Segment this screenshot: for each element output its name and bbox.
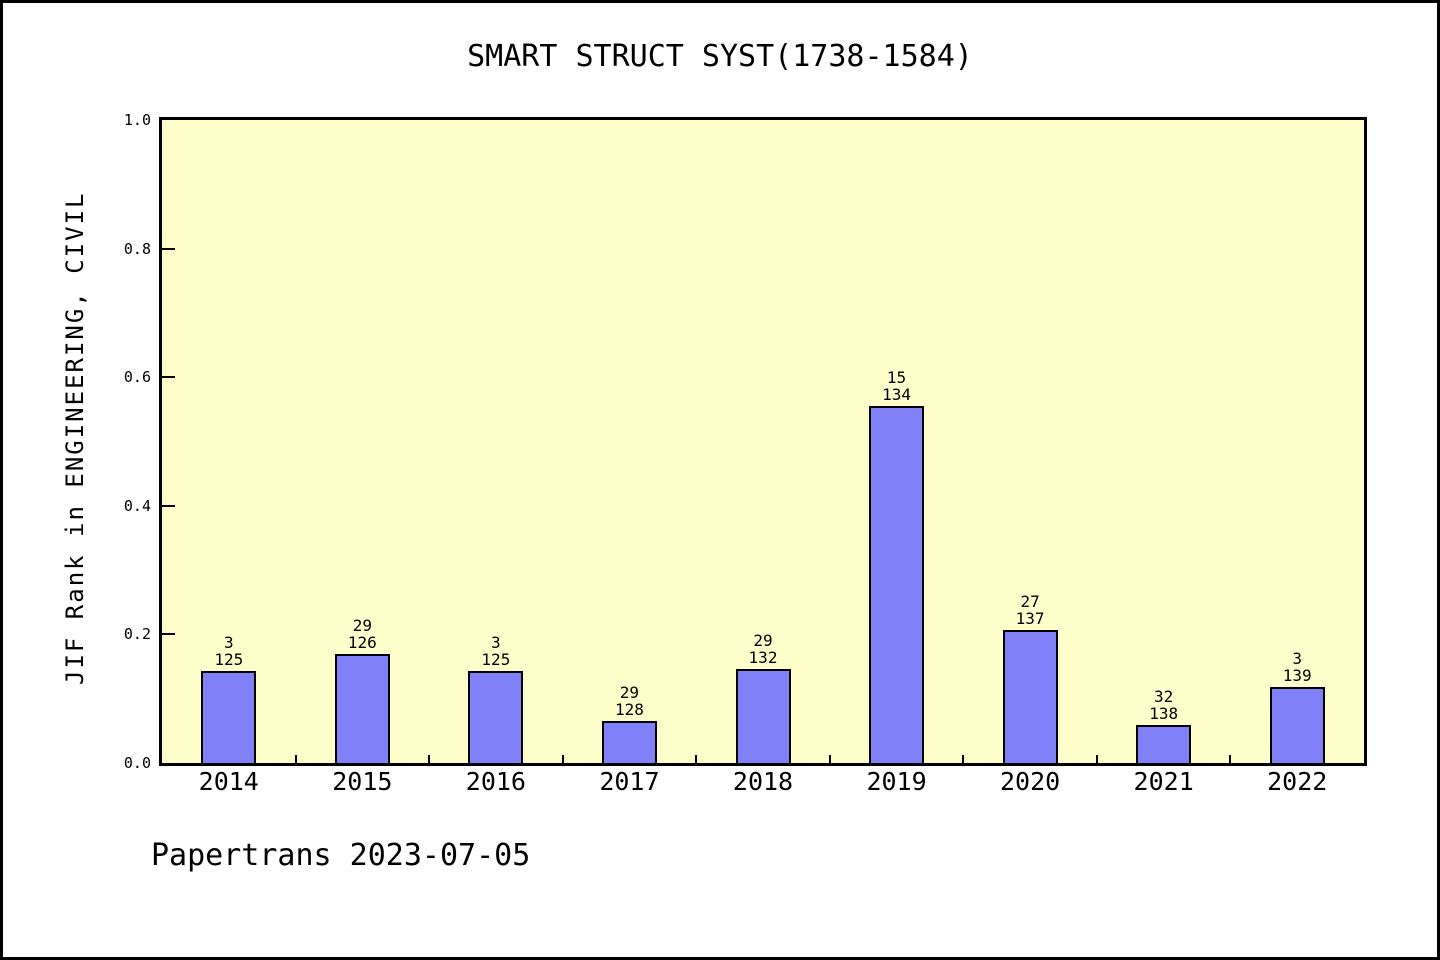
bar-value-rank: 29 <box>352 616 372 635</box>
plot-area: 3 125 29 126 3 125 29 128 29 132 15 134 27 137 32 138 3 1… <box>159 117 1367 766</box>
x-tick-label: 2018 <box>732 767 794 796</box>
y-tick-mark <box>162 247 175 250</box>
x-tick-mark <box>562 755 564 763</box>
bar-value-total: 125 <box>214 650 244 669</box>
y-tick-label: 1.0 <box>123 111 151 129</box>
x-tick-label: 2022 <box>1267 767 1328 796</box>
x-tick-mark <box>1229 755 1231 763</box>
y-tick-label: 0.6 <box>123 368 151 387</box>
bar <box>201 671 257 763</box>
bar-value-label: 29 126 <box>302 617 422 651</box>
bar <box>1002 630 1058 763</box>
bar-value-label: 3 125 <box>169 634 289 668</box>
y-axis-label: JIF Rank in ENGINEERING, CIVIL <box>61 191 89 686</box>
x-tick-label: 2014 <box>198 767 259 796</box>
y-tick-label: 0.8 <box>123 239 151 258</box>
bar <box>1269 687 1325 763</box>
bar-value-rank: 27 <box>1020 592 1040 611</box>
bar <box>1136 725 1192 763</box>
x-tick-mark <box>1096 755 1098 763</box>
bar-value-rank: 15 <box>886 368 907 387</box>
bar <box>468 671 524 763</box>
bar-value-total: 138 <box>1149 704 1179 723</box>
bar-value-label: 3 125 <box>436 634 556 668</box>
bar-value-label: 29 132 <box>703 632 823 666</box>
x-tick-mark <box>829 755 831 763</box>
bar-value-total: 128 <box>614 700 644 719</box>
x-tick-mark <box>428 755 430 763</box>
bar-value-total: 125 <box>481 650 511 669</box>
bar-value-total: 126 <box>347 633 377 652</box>
bar-value-rank: 3 <box>491 633 501 652</box>
x-tick-label: 2016 <box>465 767 526 796</box>
y-tick-mark <box>162 376 175 379</box>
bar <box>869 406 925 763</box>
x-tick-mark <box>695 755 697 763</box>
bar <box>601 721 657 763</box>
bar-value-rank: 3 <box>1292 649 1303 668</box>
bar-value-label: 3 139 <box>1237 650 1357 684</box>
x-tick-label: 2015 <box>332 767 393 796</box>
x-tick-label: 2017 <box>599 767 660 796</box>
bar-value-label: 27 137 <box>970 593 1090 627</box>
bar-value-total: 132 <box>748 648 778 667</box>
chart-title: SMART STRUCT SYST(1738-1584) <box>467 39 973 74</box>
bar-value-rank: 29 <box>619 683 640 702</box>
bar-value-rank: 32 <box>1154 687 1174 706</box>
x-tick-mark <box>295 755 297 763</box>
footer-text: Papertrans 2023-07-05 <box>151 838 531 873</box>
bar <box>334 654 390 763</box>
x-tick-label: 2021 <box>1133 767 1194 796</box>
bar-value-total: 134 <box>882 385 911 404</box>
x-tick-label: 2020 <box>1000 767 1061 796</box>
bar <box>735 669 791 763</box>
y-tick-mark <box>162 504 175 507</box>
bar-value-rank: 29 <box>753 631 773 650</box>
y-tick-label: 0.4 <box>123 496 151 515</box>
y-tick-label: 0.0 <box>123 754 151 772</box>
bar-value-label: 29 128 <box>569 684 689 718</box>
bar-value-rank: 3 <box>223 633 234 652</box>
bar-value-label: 15 134 <box>837 369 957 403</box>
bar-value-label: 32 138 <box>1104 688 1224 722</box>
x-tick-label: 2019 <box>866 767 927 796</box>
y-tick-mark <box>162 633 175 636</box>
bar-value-total: 139 <box>1282 666 1312 685</box>
bar-value-total: 137 <box>1015 609 1045 628</box>
y-tick-label: 0.2 <box>123 625 151 644</box>
x-tick-mark <box>962 755 964 763</box>
